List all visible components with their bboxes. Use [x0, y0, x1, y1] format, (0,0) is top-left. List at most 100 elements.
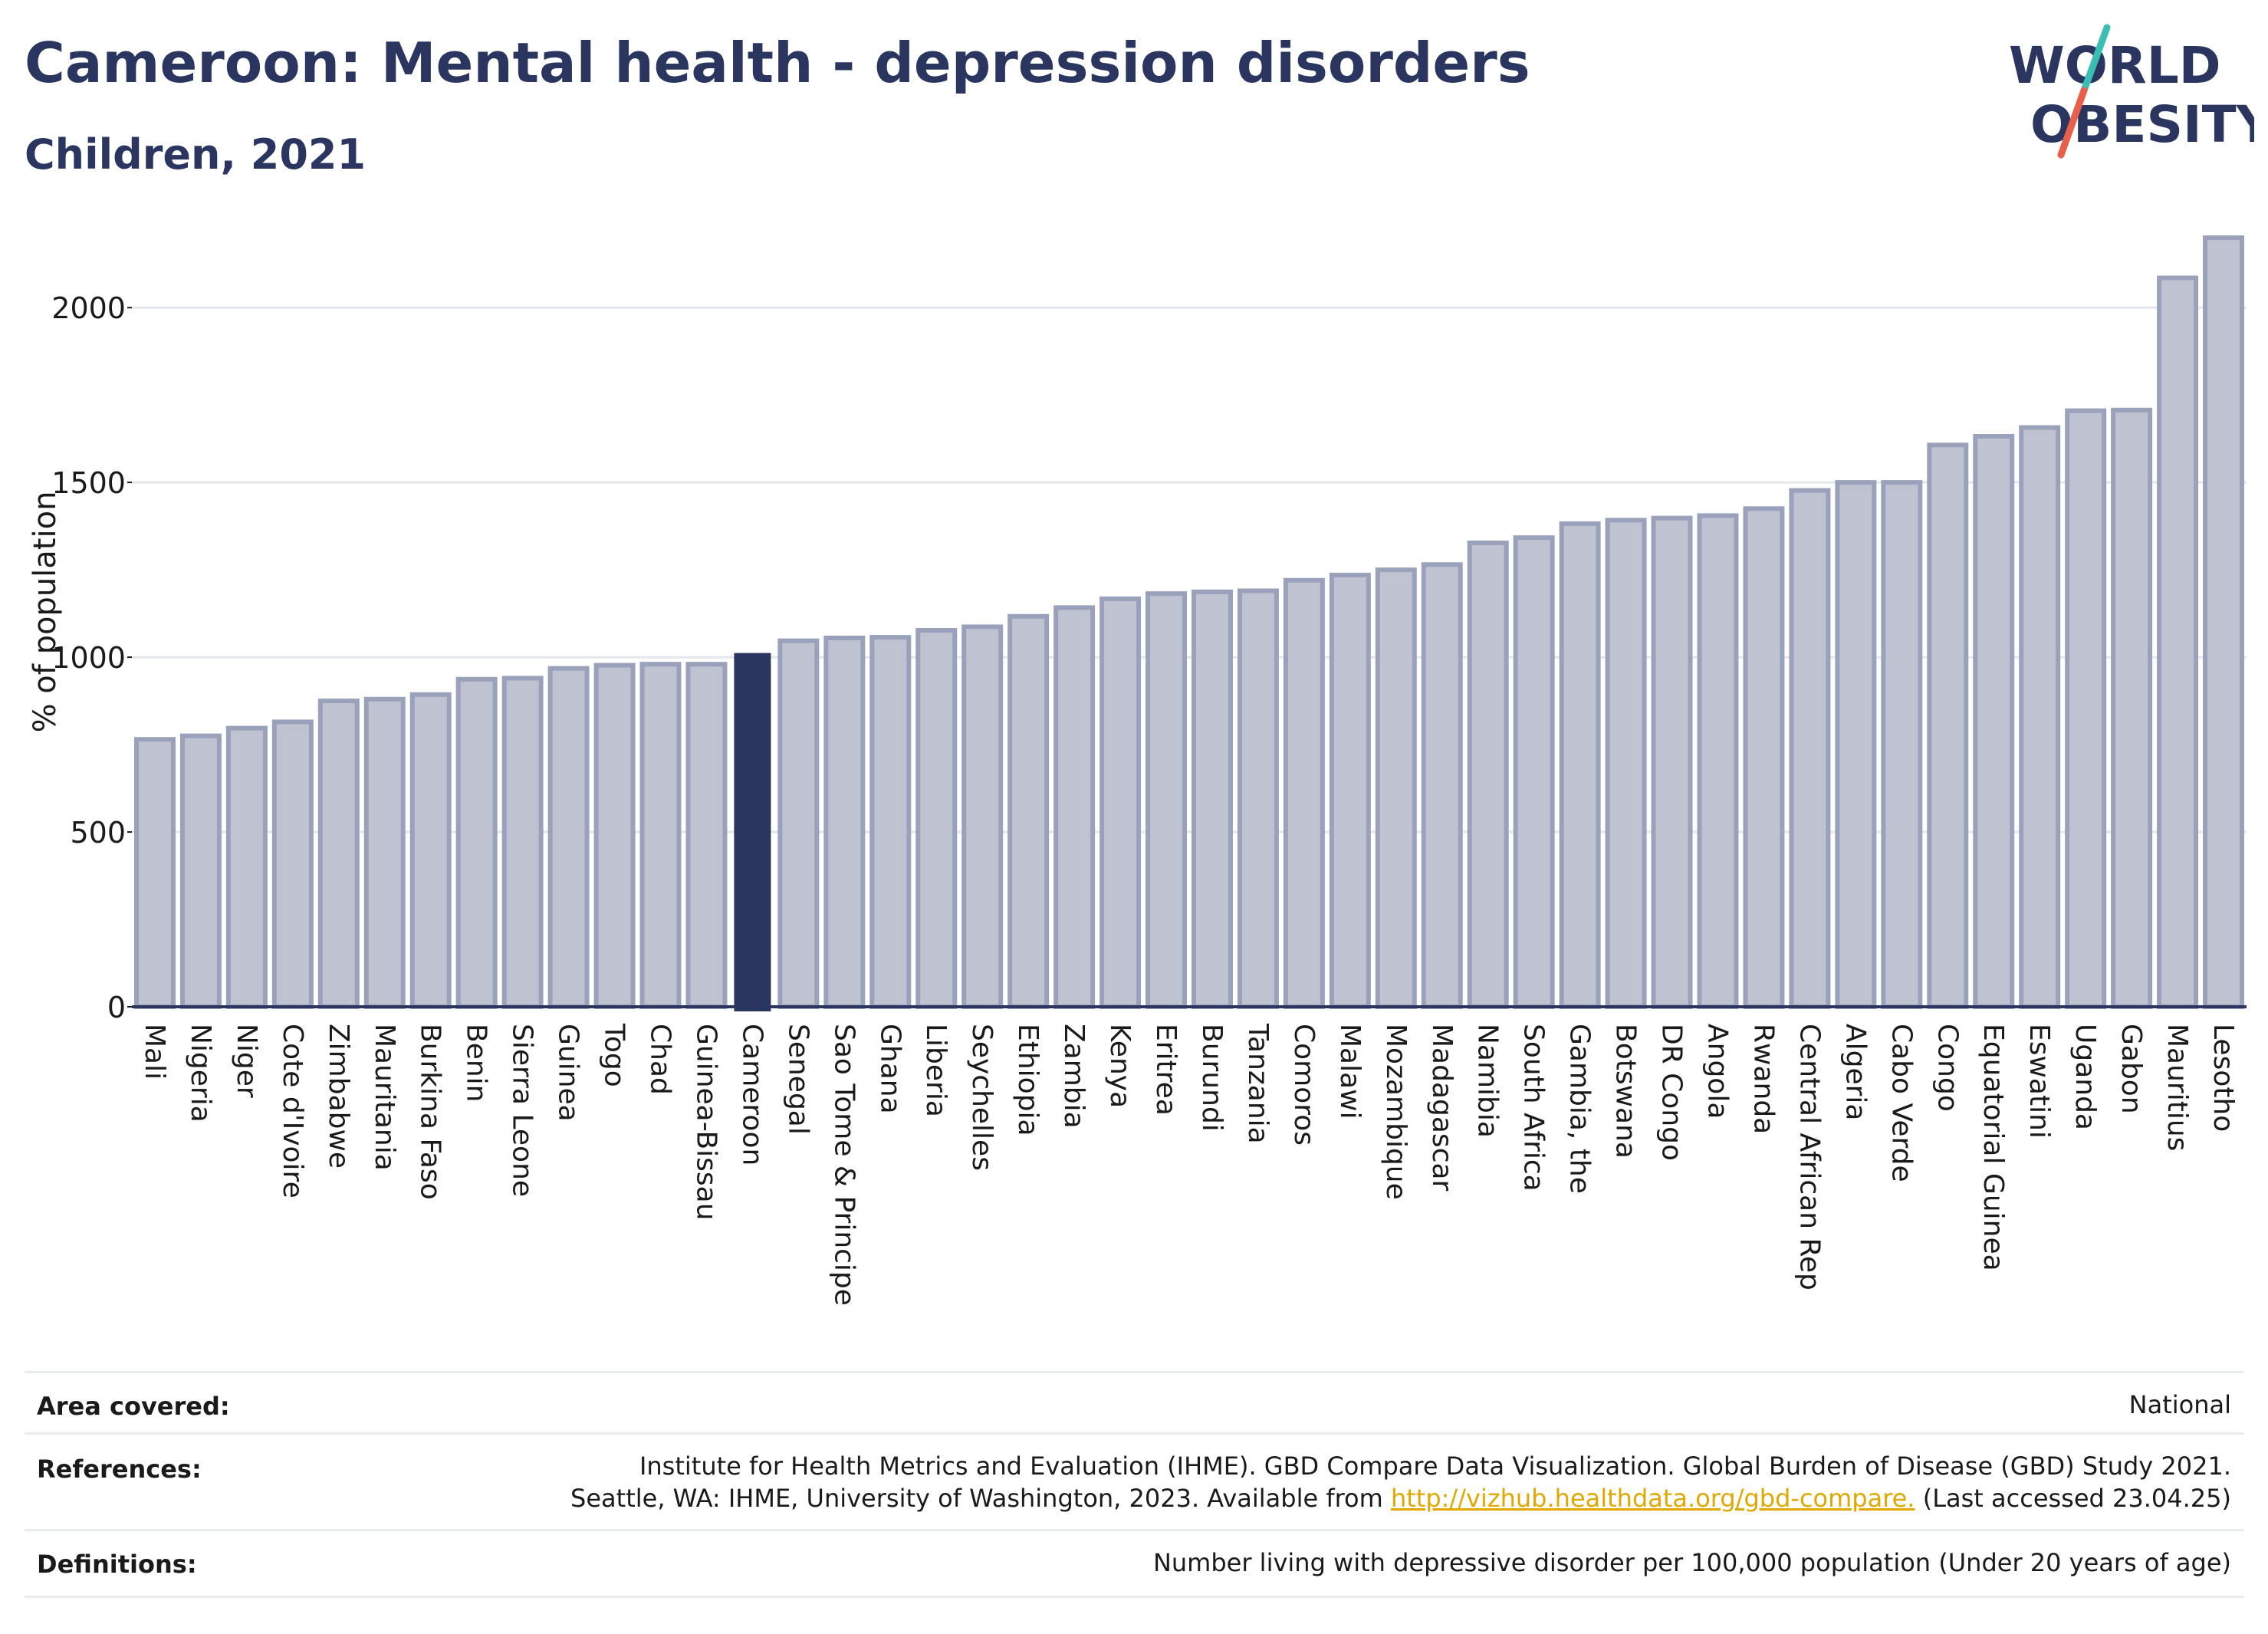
y-tick-label: 500 — [70, 816, 126, 850]
x-tick-label: Equatorial Guinea — [1977, 1024, 2009, 1271]
x-tick-label: Guinea — [553, 1024, 584, 1122]
bar-gambia-the — [1559, 521, 1601, 1009]
bar-ethiopia — [1007, 613, 1050, 1010]
bar-comoros — [1283, 577, 1325, 1009]
bar-sao-tome-principe — [823, 636, 866, 1010]
x-tick-label: Burkina Faso — [415, 1024, 446, 1200]
chart-title: Cameroon: Mental health - depression dis… — [25, 31, 1530, 95]
definitions-value: Number living with depressive disorder p… — [1152, 1548, 2231, 1577]
x-tick-label: Eritrea — [1150, 1024, 1182, 1116]
bar-chart: 0 500 1000 1500 2000 Mali Nigeria Niger Cote d'… — [28, 235, 2247, 1306]
x-tick-label: Eswatini — [2023, 1024, 2055, 1139]
x-tick-label: Tanzania — [1242, 1023, 1274, 1144]
x-tick-label: Senegal — [782, 1024, 814, 1135]
references-line2-post: (Last accessed 23.04.25) — [1915, 1484, 2231, 1513]
bar-congo — [1927, 442, 1969, 1009]
bar-senegal — [777, 638, 820, 1010]
bar-angola — [1697, 513, 1739, 1009]
bar-namibia — [1467, 541, 1509, 1009]
x-tick-label: Mauritania — [369, 1024, 400, 1171]
x-tick-label: Kenya — [1104, 1024, 1136, 1108]
x-tick-label: Seychelles — [966, 1024, 998, 1171]
y-tick-labels: 0 500 1000 1500 2000 — [51, 291, 132, 1024]
bar-cameroon — [734, 653, 771, 1011]
x-tick-label: Cabo Verde — [1885, 1024, 1917, 1182]
bar-botswana — [1605, 518, 1647, 1009]
x-tick-label: Ethiopia — [1012, 1024, 1044, 1136]
bar-togo — [593, 662, 636, 1010]
bar-cote-d-ivoire — [271, 719, 314, 1009]
bar-mauritius — [2157, 275, 2199, 1009]
x-tick-label: Zambia — [1058, 1024, 1090, 1129]
x-tick-label: Malawi — [1334, 1024, 1366, 1119]
bar-dr-congo — [1651, 515, 1693, 1009]
x-tick-label: Liberia — [920, 1024, 952, 1117]
bar-tanzania — [1237, 588, 1279, 1009]
y-tick-label: 2000 — [51, 291, 126, 325]
bar-cabo-verde — [1881, 480, 1923, 1009]
bar-ghana — [869, 635, 912, 1009]
bar-guinea-bissau — [685, 662, 728, 1010]
chart-subtitle: Children, 2021 — [25, 130, 366, 179]
x-tick-label: Namibia — [1472, 1024, 1504, 1138]
bar-zimbabwe — [317, 699, 360, 1009]
bar-sierra-leone — [501, 676, 544, 1009]
x-tick-label: Niger — [231, 1024, 262, 1098]
x-tick-label: Madagascar — [1426, 1024, 1458, 1192]
bar-gabon — [2111, 407, 2153, 1009]
x-tick-label: Togo — [599, 1023, 630, 1087]
x-tick-label: Guinea-Bissau — [690, 1024, 721, 1221]
x-tick-label: Nigeria — [185, 1024, 216, 1123]
bar-uganda — [2065, 408, 2107, 1009]
x-tick-label: Angola — [1702, 1024, 1734, 1119]
bar-nigeria — [179, 733, 222, 1010]
bar-madagascar — [1421, 562, 1463, 1009]
x-tick-label: Botswana — [1610, 1024, 1642, 1159]
x-tick-label: Mauritius — [2161, 1024, 2193, 1151]
bar-chad — [639, 662, 682, 1010]
x-tick-label: Mali — [139, 1024, 170, 1080]
x-tick-label: Central African Rep — [1793, 1024, 1825, 1290]
bar-algeria — [1835, 480, 1877, 1009]
x-tick-label: Congo — [1931, 1024, 1963, 1112]
footer-row-definitions: Definitions: Number living with depressi… — [25, 1529, 2243, 1598]
x-tick-label: Zimbabwe — [323, 1024, 354, 1169]
world-obesity-logo: WORLD OBESITY — [2009, 24, 2254, 159]
x-tick-label: Benin — [461, 1024, 492, 1102]
bar-rwanda — [1743, 506, 1785, 1009]
x-tick-label: Ghana — [874, 1024, 906, 1114]
area-label: Area covered: — [37, 1392, 230, 1421]
x-tick-label: Algeria — [1839, 1024, 1871, 1121]
bar-guinea — [547, 666, 590, 1009]
x-tick-labels: Mali Nigeria Niger Cote d'Ivoire Zimbabwe Mau… — [139, 1023, 2239, 1306]
y-tick-label: 1500 — [51, 466, 126, 500]
references-link[interactable]: http://vizhub.healthdata.org/gbd-compare… — [1390, 1484, 1915, 1513]
x-tick-label: Comoros — [1288, 1024, 1320, 1146]
x-tick-label: Lesotho — [2207, 1024, 2239, 1132]
x-tick-label: Chad — [645, 1024, 676, 1095]
bar-eritrea — [1146, 591, 1188, 1009]
logo-slash-top — [2080, 24, 2111, 94]
bar-equatorial-guinea — [1973, 433, 2015, 1009]
x-tick-label: Cameroon — [736, 1024, 768, 1165]
bar-burkina-faso — [409, 692, 452, 1009]
footer-row-references: References: Institute for Health Metrics… — [25, 1432, 2243, 1531]
bar-seychelles — [961, 624, 1004, 1009]
y-tick-label: 0 — [107, 991, 126, 1024]
bar-burundi — [1191, 589, 1233, 1009]
x-tick-label: Gabon — [2115, 1024, 2147, 1114]
area-value: National — [2128, 1390, 2231, 1419]
x-tick-label: Mozambique — [1380, 1024, 1412, 1200]
bar-mozambique — [1375, 567, 1417, 1009]
bar-liberia — [915, 627, 958, 1009]
references-line2: Seattle, WA: IHME, University of Washing… — [570, 1482, 2231, 1514]
x-tick-label: Burundi — [1196, 1024, 1228, 1132]
references-value: Institute for Health Metrics and Evaluat… — [570, 1450, 2231, 1514]
x-tick-label: Cote d'Ivoire — [277, 1024, 308, 1198]
bar-central-african-rep — [1789, 488, 1831, 1009]
footer-row-area: Area covered: National — [25, 1371, 2243, 1435]
bar-mali — [133, 737, 176, 1009]
bar-kenya — [1099, 596, 1142, 1009]
references-line2-pre: Seattle, WA: IHME, University of Washing… — [570, 1484, 1391, 1513]
x-tick-label: Uganda — [2069, 1024, 2101, 1130]
